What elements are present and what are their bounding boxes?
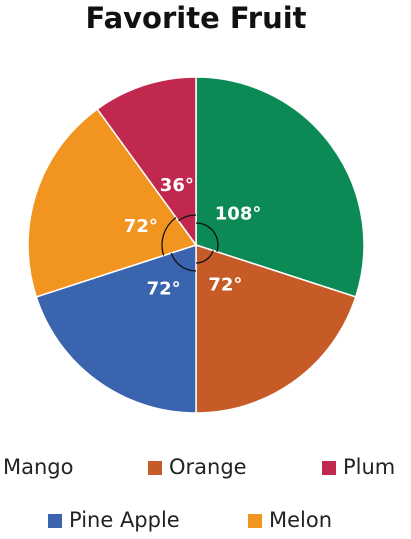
angle-arc	[170, 252, 197, 272]
pie-slice	[195, 243, 357, 414]
legend-label: Mango	[3, 455, 73, 479]
value-label: 72°	[147, 278, 181, 299]
value-label: 72°	[124, 216, 158, 237]
legend-label: Orange	[169, 455, 247, 479]
chart-title: Favorite Fruit	[85, 1, 306, 35]
pie-slice	[195, 76, 365, 298]
legend-swatch	[248, 514, 262, 528]
legend-label: Melon	[269, 508, 332, 532]
legend-swatch	[148, 461, 162, 475]
legend-label: Pine Apple	[69, 508, 180, 532]
angle-arc	[177, 214, 197, 222]
legend-swatch	[48, 514, 62, 528]
pie-slice	[27, 108, 198, 298]
legend-label: Plum	[343, 455, 395, 479]
legend-swatch	[322, 461, 336, 475]
value-label: 72°	[208, 274, 242, 295]
pie-slice	[96, 76, 197, 248]
angle-arc	[161, 216, 177, 256]
value-label: 36°	[160, 175, 194, 196]
angle-arc	[195, 250, 214, 264]
angle-arc	[195, 222, 219, 252]
value-label: 108°	[215, 203, 262, 224]
pie-slice	[35, 243, 197, 414]
